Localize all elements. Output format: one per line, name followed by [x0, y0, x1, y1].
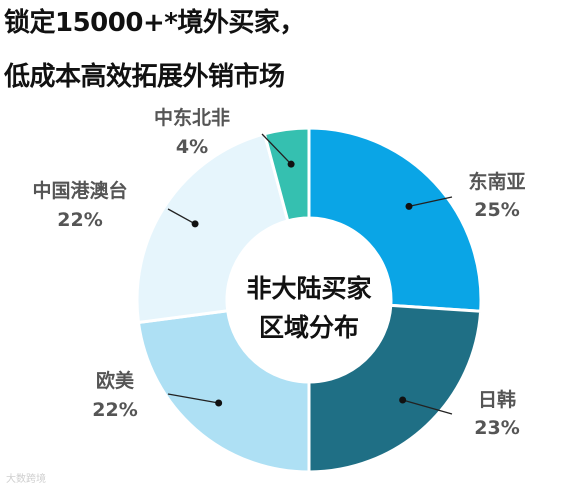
slice-category-label: 中东北非: [154, 106, 230, 129]
donut-hole: [227, 218, 391, 382]
leader-dot-4: [191, 220, 199, 228]
leader-lines: [167, 133, 453, 415]
slice-labels: 东南亚 25% 日韩 23% 欧美 22% 中国港澳台 22% 中东北非 4%: [32, 106, 525, 439]
leader-dot-1: [405, 202, 413, 210]
leader-line-5: [261, 133, 292, 165]
slice-value-label: 22%: [92, 399, 137, 421]
slice-category-label: 中国港澳台: [32, 179, 127, 202]
slice-value-label: 23%: [474, 417, 519, 439]
slice-category-label: 日韩: [478, 388, 516, 411]
slice-value-label: 4%: [176, 136, 208, 158]
slice-category-label: 欧美: [96, 369, 135, 392]
headline-line-1: 锁定15000+*境外买家，: [4, 8, 305, 38]
leader-dot-3: [215, 399, 223, 407]
leader-line-3: [167, 393, 219, 404]
headline-line-2: 低成本高效拓展外销市场: [4, 62, 285, 92]
leader-line-4: [167, 208, 196, 225]
slice-value-label: 25%: [474, 199, 519, 221]
leader-line-1: [408, 196, 453, 207]
slice-value-label: 22%: [57, 209, 102, 231]
leader-dot-2: [399, 396, 407, 404]
center-label-line-2: 区域分布: [259, 313, 359, 342]
slice-category-label: 东南亚: [468, 170, 525, 193]
center-label-line-1: 非大陆买家: [246, 274, 371, 303]
leader-line-2: [402, 399, 453, 415]
watermark: 大数跨境: [6, 474, 46, 485]
leader-dot-5: [287, 160, 295, 168]
